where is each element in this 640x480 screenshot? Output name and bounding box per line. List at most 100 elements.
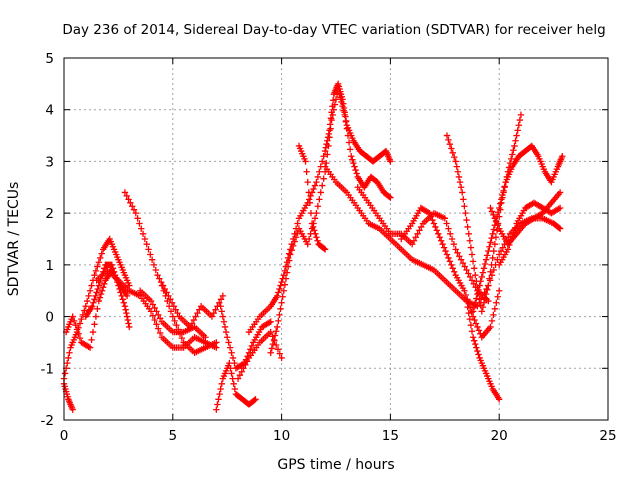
data-point	[433, 227, 441, 234]
data-point	[276, 285, 283, 293]
data-point	[429, 216, 436, 224]
data-point	[445, 136, 452, 144]
data-point	[167, 308, 175, 315]
data-point	[436, 234, 443, 241]
data-point	[453, 163, 460, 170]
data-point	[506, 241, 513, 249]
data-point	[214, 401, 221, 408]
data-point	[430, 220, 438, 227]
data-point	[513, 132, 520, 139]
data-point	[511, 224, 519, 231]
data-point	[305, 189, 312, 196]
data-point	[487, 204, 494, 212]
data-point	[307, 209, 315, 217]
data-point	[123, 192, 130, 200]
data-point	[95, 297, 103, 305]
data-point	[465, 230, 472, 238]
data-point	[228, 370, 235, 377]
data-point	[466, 237, 474, 244]
series-track-17	[398, 204, 503, 341]
data-point	[488, 234, 495, 242]
data-point	[72, 321, 79, 329]
data-point	[459, 259, 467, 267]
data-point	[439, 240, 446, 248]
data-point	[462, 291, 470, 299]
data-point	[488, 272, 496, 279]
data-point	[247, 346, 254, 353]
y-axis-label: SDTVAR / TECUs	[6, 182, 22, 297]
data-point	[231, 385, 239, 393]
data-point	[178, 334, 186, 342]
data-point	[468, 251, 476, 258]
data-point	[278, 278, 285, 286]
data-point	[196, 306, 203, 313]
data-point	[445, 225, 452, 232]
y-tick-label: 3	[45, 154, 54, 170]
data-point	[478, 308, 485, 315]
data-point	[487, 323, 494, 331]
data-point	[474, 323, 481, 331]
data-point	[154, 272, 161, 279]
data-point	[156, 275, 163, 282]
data-point	[73, 326, 81, 333]
data-point	[556, 204, 564, 212]
data-point	[450, 240, 458, 248]
data-point	[213, 339, 220, 346]
data-point	[514, 127, 521, 134]
data-point	[314, 173, 322, 181]
data-point	[248, 342, 256, 350]
data-point	[482, 290, 490, 298]
data-point	[165, 303, 173, 310]
data-point	[387, 158, 394, 165]
data-point	[321, 147, 329, 155]
data-point	[127, 199, 134, 206]
x-tick-label: 15	[382, 428, 399, 444]
data-point	[236, 371, 244, 379]
data-point	[188, 320, 196, 327]
data-point	[443, 220, 450, 227]
x-tick-label: 20	[491, 428, 508, 444]
data-point	[149, 312, 157, 319]
data-point	[467, 244, 475, 251]
data-point	[501, 183, 508, 190]
data-point	[66, 349, 73, 356]
data-point	[95, 259, 103, 266]
data-point	[176, 330, 184, 338]
data-point	[494, 222, 501, 229]
data-point	[269, 340, 277, 348]
data-point	[291, 230, 298, 238]
data-point	[427, 213, 435, 220]
data-point	[491, 305, 499, 313]
data-point	[284, 263, 292, 270]
data-point	[306, 199, 314, 206]
data-point	[455, 173, 463, 181]
data-point	[490, 247, 497, 255]
data-point	[283, 269, 291, 276]
data-point	[472, 299, 479, 306]
data-point	[218, 308, 225, 315]
data-point	[470, 265, 478, 272]
data-point	[92, 313, 100, 320]
data-point	[88, 336, 95, 344]
data-point	[472, 340, 479, 348]
data-point	[446, 140, 454, 148]
data-point	[290, 242, 297, 250]
data-point	[475, 286, 482, 294]
data-point	[94, 263, 101, 270]
data-point	[517, 111, 525, 119]
data-point	[326, 134, 333, 141]
data-point	[481, 260, 489, 268]
data-points	[60, 80, 566, 413]
data-point	[472, 320, 480, 327]
data-point	[500, 187, 507, 194]
data-point	[175, 326, 182, 333]
series-track-6	[121, 189, 227, 331]
y-tick-label: 0	[45, 310, 54, 326]
data-point	[327, 125, 334, 132]
data-point	[276, 311, 283, 319]
data-point	[437, 237, 445, 244]
x-tick-label: 25	[599, 428, 616, 444]
data-point	[449, 149, 456, 157]
data-point	[479, 269, 487, 276]
data-point	[328, 116, 335, 124]
